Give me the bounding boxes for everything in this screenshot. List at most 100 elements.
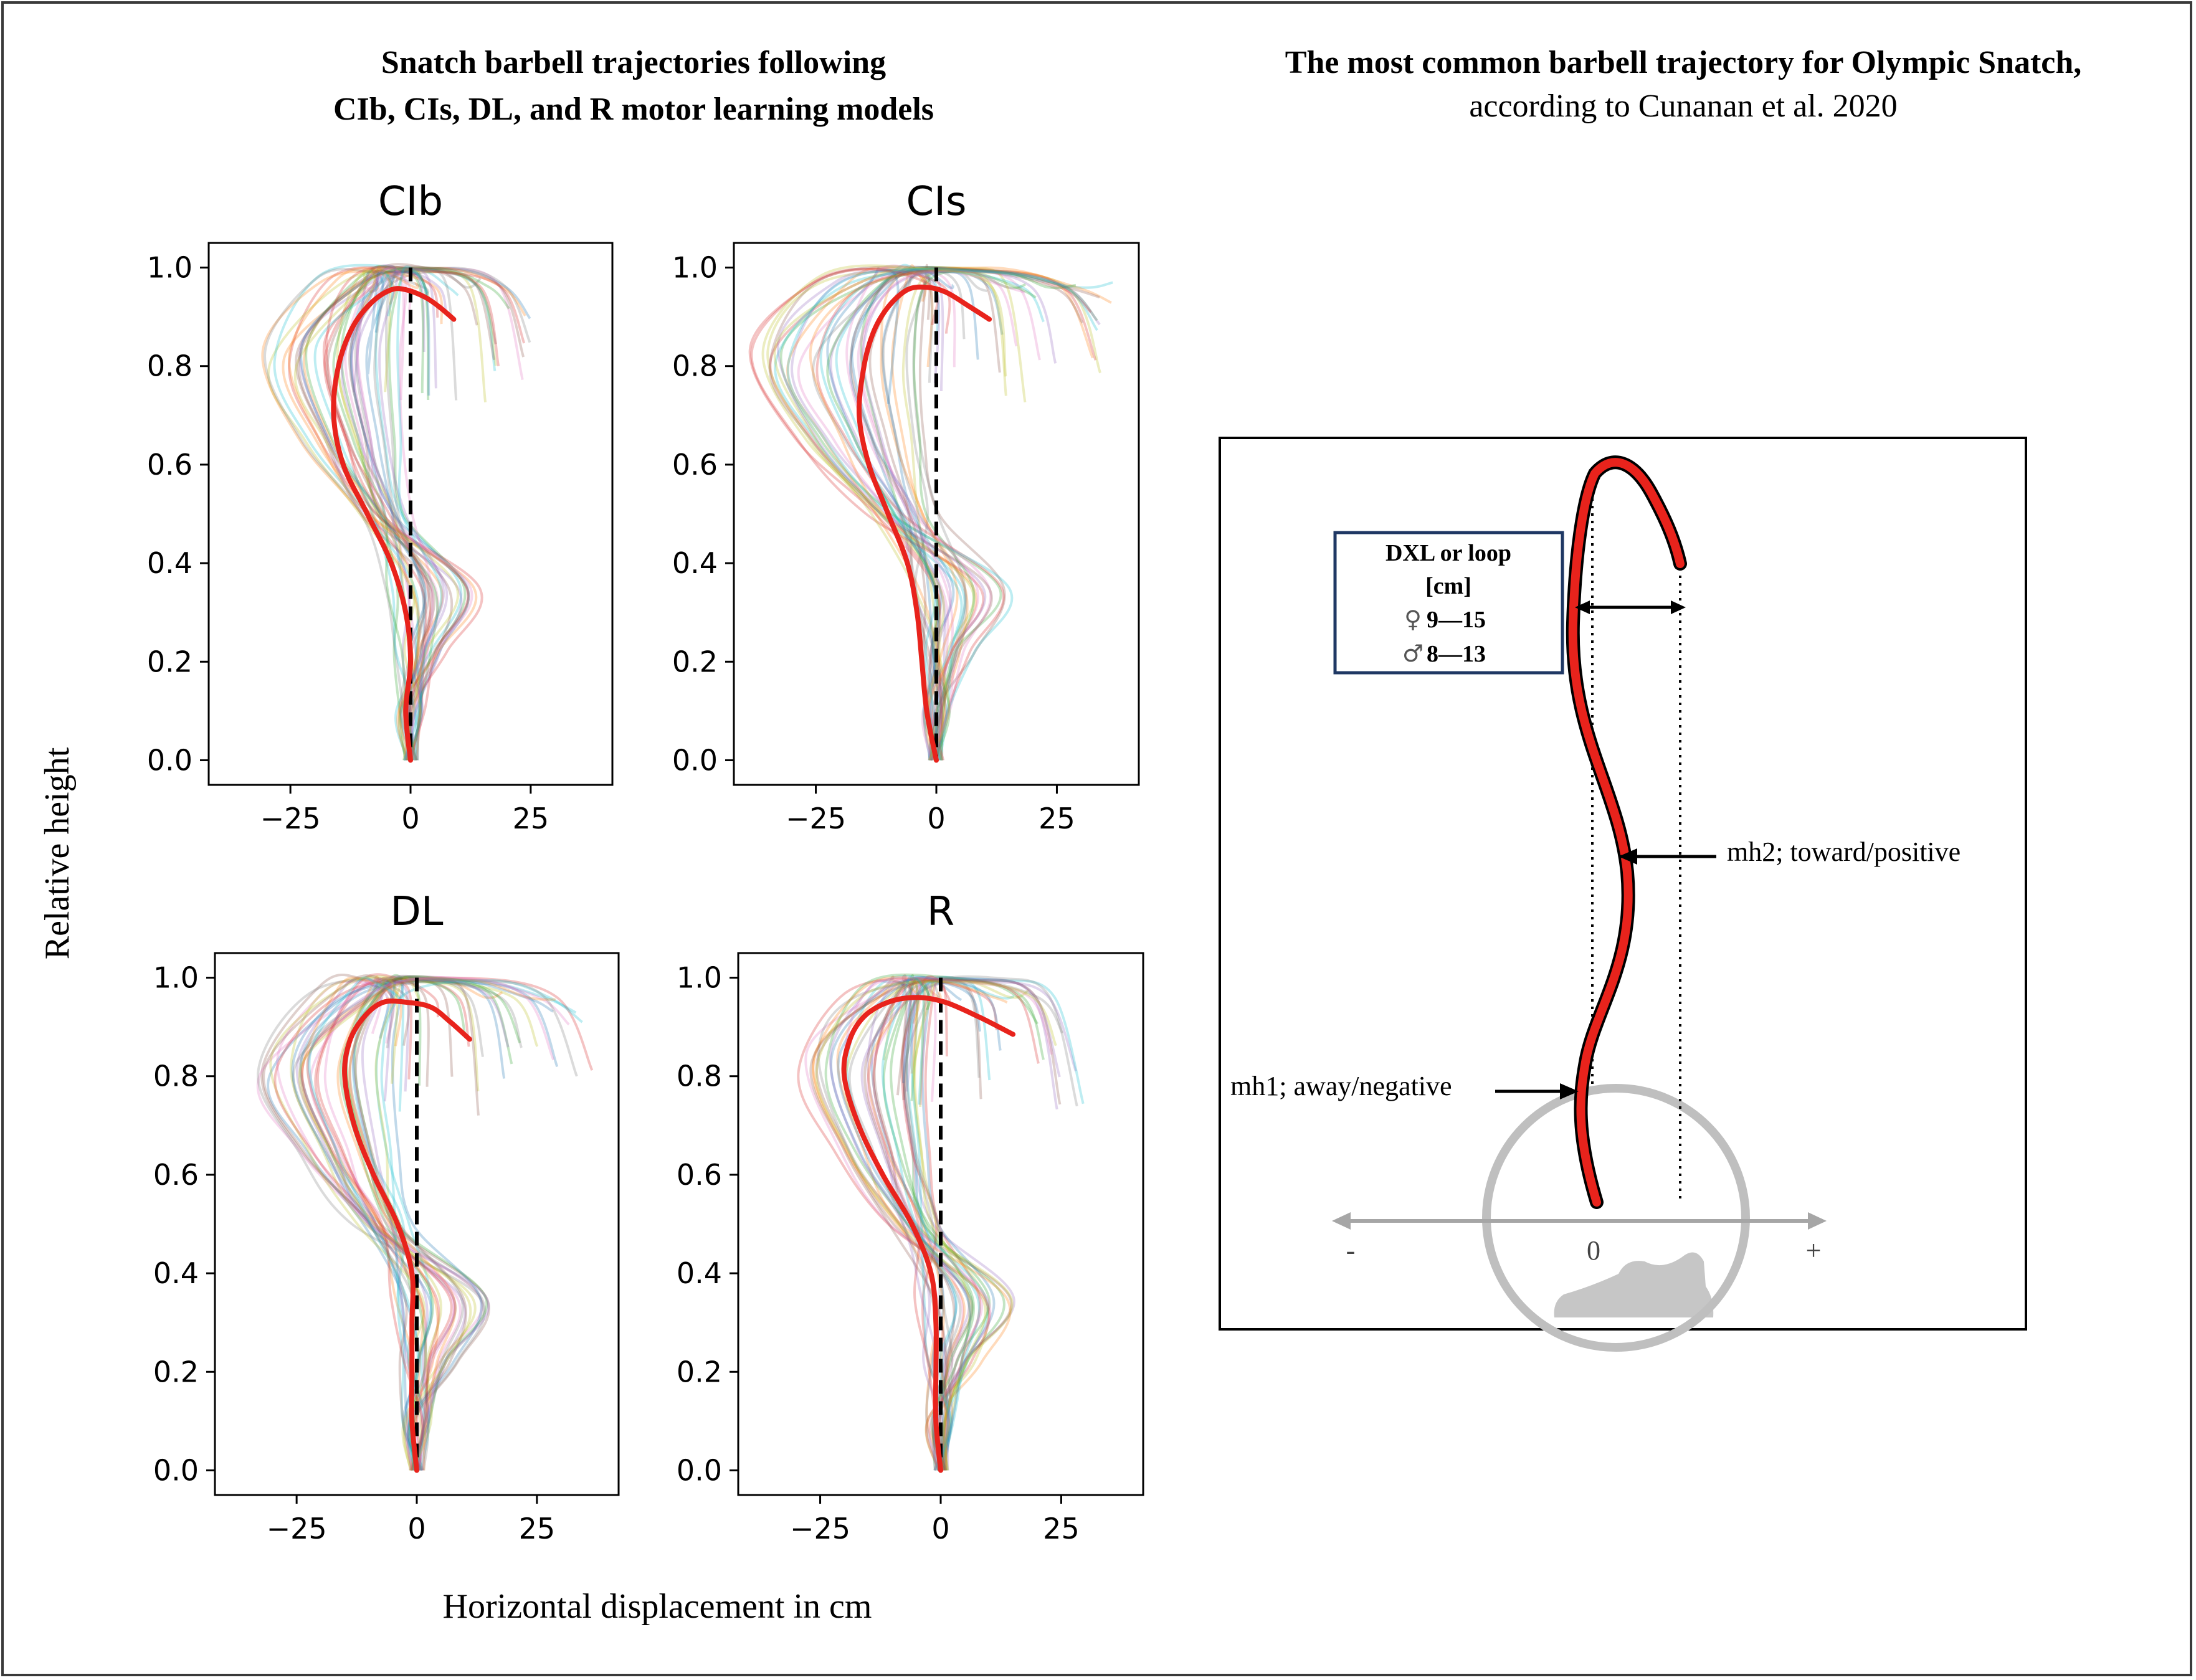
individual-trajectory xyxy=(351,267,524,761)
individual-trajectory xyxy=(901,979,1039,1471)
individual-trajectory xyxy=(819,267,1098,761)
individual-trajectory xyxy=(860,977,1061,1471)
individual-trajectory xyxy=(774,270,1045,761)
individual-trajectory xyxy=(307,977,510,1471)
individual-trajectory xyxy=(817,978,1064,1471)
subplot-title: CIb xyxy=(378,179,443,225)
individual-trajectory xyxy=(384,267,482,761)
individual-trajectory xyxy=(776,270,987,761)
individual-trajectory xyxy=(340,267,449,761)
plot-area xyxy=(256,973,594,1473)
individual-trajectory xyxy=(351,977,577,1471)
barbell-plate-circle xyxy=(1482,1084,1750,1352)
y-tick-label: 0.4 xyxy=(677,1256,722,1290)
individual-trajectory xyxy=(348,270,496,761)
x-tick-label: 0 xyxy=(401,802,419,835)
individual-trajectory xyxy=(267,978,559,1471)
individual-trajectory xyxy=(880,266,1094,761)
subplot-cib: CIb 0.0 0.2 0.4 0.6 0.8 1.0 −25 0 25 xyxy=(147,179,614,835)
individual-trajectory xyxy=(325,265,526,761)
subplot-dl: DL 0.0 0.2 0.4 0.6 0.8 1.0 −25 0 25 xyxy=(153,889,620,1545)
mean-trajectory-line xyxy=(331,286,457,763)
y-tick-label: 0.6 xyxy=(147,448,193,482)
individual-trajectory xyxy=(313,270,418,761)
individual-trajectory xyxy=(903,981,941,1471)
individual-trajectory xyxy=(262,974,457,1471)
y-tick-label: 0.8 xyxy=(677,1060,722,1093)
individual-trajectory xyxy=(273,976,594,1471)
dxl-box-unit: [cm] xyxy=(1425,573,1471,599)
individual-trajectory xyxy=(860,267,1041,761)
individual-trajectory xyxy=(812,977,945,1471)
individual-trajectory xyxy=(761,264,1007,761)
x-tick-label: 25 xyxy=(1039,802,1075,835)
individual-trajectory xyxy=(374,267,463,761)
y-tick-label: 0.8 xyxy=(672,349,718,383)
y-tick-label: 0.2 xyxy=(153,1355,199,1388)
individual-trajectory xyxy=(269,975,480,1471)
y-tick-label: 0.2 xyxy=(147,645,193,678)
left-title-line1: Snatch barbell trajectories following xyxy=(381,45,886,80)
y-tick-label: 0.2 xyxy=(677,1355,722,1388)
individual-trajectory xyxy=(836,980,1012,1471)
individual-trajectory xyxy=(349,269,470,761)
mh2-label: mh2; toward/positive xyxy=(1727,837,1961,867)
individual-trajectory xyxy=(295,979,467,1471)
individual-trajectory xyxy=(273,263,497,761)
subplot-title: DL xyxy=(391,889,444,935)
individual-trajectory xyxy=(267,267,497,761)
individual-trajectory xyxy=(826,267,1037,761)
individual-trajectory xyxy=(256,978,462,1471)
y-tick-label: 0.0 xyxy=(153,1453,199,1487)
mean-trajectory-line xyxy=(841,995,1016,1473)
right-title-line1: The most common barbell trajectory for O… xyxy=(1285,45,2082,80)
individual-trajectory xyxy=(750,267,985,761)
individual-trajectory xyxy=(882,974,991,1471)
x-tick-label: 0 xyxy=(407,1512,425,1545)
y-tick-label: 1.0 xyxy=(153,961,199,995)
foot-shoe-icon xyxy=(1554,1252,1714,1317)
right-title-line2: according to Cunanan et al. 2020 xyxy=(1469,88,1897,124)
individual-trajectory xyxy=(891,978,946,1471)
shared-x-axis-label: Horizontal displacement in cm xyxy=(443,1587,872,1626)
x-tick-label: 25 xyxy=(513,802,549,835)
individual-trajectory xyxy=(298,979,578,1471)
individual-trajectory xyxy=(857,269,1018,761)
individual-trajectory xyxy=(815,975,974,1471)
individual-trajectory xyxy=(387,976,483,1471)
y-tick-label: 0.6 xyxy=(677,1158,722,1192)
mh1-label: mh1; away/negative xyxy=(1230,1071,1452,1101)
individual-trajectory xyxy=(337,269,460,761)
y-tick-label: 0.0 xyxy=(147,743,193,777)
y-tick-label: 0.0 xyxy=(672,743,718,777)
individual-trajectory xyxy=(815,980,1057,1471)
female-range: 9—15 xyxy=(1427,607,1486,633)
axis-zero-label: 0 xyxy=(1587,1235,1600,1266)
individual-trajectory xyxy=(323,270,483,761)
x-tick-label: −25 xyxy=(260,802,321,835)
individual-trajectory xyxy=(352,980,430,1471)
mean-trajectory-line xyxy=(856,284,992,763)
y-tick-label: 0.8 xyxy=(153,1060,199,1093)
individual-trajectory xyxy=(309,976,555,1471)
individual-trajectory xyxy=(292,979,487,1471)
individual-trajectory xyxy=(349,267,531,761)
individual-trajectory xyxy=(779,270,1098,761)
axis-minus-label: - xyxy=(1346,1235,1356,1266)
individual-trajectory xyxy=(387,267,467,761)
y-tick-label: 0.4 xyxy=(672,546,718,580)
individual-trajectory xyxy=(299,980,506,1471)
individual-trajectory xyxy=(786,266,947,761)
plot-area xyxy=(261,263,531,763)
individual-trajectory xyxy=(257,978,523,1471)
individual-trajectory xyxy=(918,263,1006,761)
y-tick-label: 1.0 xyxy=(147,251,193,285)
individual-trajectory xyxy=(356,267,473,761)
individual-trajectory xyxy=(282,268,444,761)
individual-trajectory xyxy=(867,975,1058,1471)
dxl-info-box xyxy=(1333,531,1564,675)
individual-trajectory xyxy=(768,265,1084,761)
individual-trajectory xyxy=(354,267,531,761)
individual-trajectory xyxy=(336,975,439,1471)
plot-area xyxy=(748,263,1113,763)
